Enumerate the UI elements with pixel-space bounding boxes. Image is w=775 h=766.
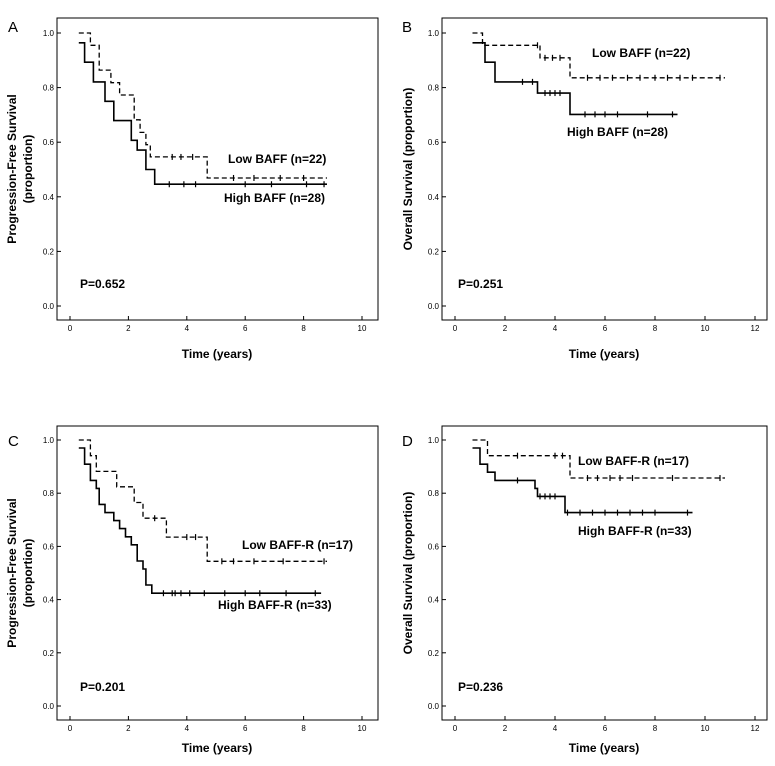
x-tick-label: 4: [553, 724, 558, 733]
series-label-high: High BAFF (n=28): [224, 191, 325, 205]
y-tick-label: 0.2: [43, 649, 55, 658]
x-tick-label: 8: [301, 724, 306, 733]
y-tick-label: 0.0: [43, 702, 55, 711]
series-line-high: [78, 447, 322, 594]
series-label-high: High BAFF-R (n=33): [578, 524, 692, 538]
x-tick-label: 6: [603, 724, 608, 733]
x-tick-label: 2: [126, 724, 131, 733]
series-label-low: Low BAFF (n=22): [228, 152, 326, 166]
y-tick-label: 1.0: [428, 436, 440, 445]
series-line-high: [78, 42, 327, 185]
y-tick-label: 0.2: [428, 649, 440, 658]
y-axis-title: (proportion): [21, 539, 35, 608]
panel-d: D 0.0 0.2 0.4 0.6 0.8 1.0 0 2 4 6 8 10 12 Overall Surv…: [401, 425, 768, 755]
p-value: P=0.201: [80, 680, 125, 694]
x-tick-label: 10: [358, 724, 367, 733]
x-tick-label: 4: [185, 324, 190, 333]
p-value: P=0.236: [458, 680, 503, 694]
p-value: P=0.652: [80, 277, 125, 291]
x-axis-title: Time (years): [182, 347, 252, 361]
plot-frame: [441, 425, 768, 721]
panel-letter-a: A: [8, 19, 18, 36]
x-tick-label: 0: [453, 324, 458, 333]
y-tick-label: 0.4: [428, 596, 440, 605]
x-tick-label: 6: [603, 324, 608, 333]
y-tick-label: 0.0: [428, 302, 440, 311]
series-label-low: Low BAFF-R (n=17): [242, 538, 353, 552]
series-label-high: High BAFF (n=28): [567, 125, 668, 139]
panel-letter-b: B: [402, 19, 412, 36]
x-tick-label: 6: [243, 324, 248, 333]
x-tick-label: 10: [701, 324, 710, 333]
y-axis-title: Progression-Free Survival: [5, 498, 19, 647]
series-line-high: [472, 447, 693, 514]
y-tick-label: 0.8: [43, 489, 55, 498]
x-tick-label: 6: [243, 724, 248, 733]
x-tick-label: 4: [553, 324, 558, 333]
x-tick-label: 0: [68, 324, 73, 333]
y-tick-label: 0.8: [428, 489, 440, 498]
x-tick-label: 10: [358, 324, 367, 333]
y-axis-title: Overall Survival (proportion): [401, 492, 415, 655]
x-tick-label: 8: [301, 324, 306, 333]
y-tick-label: 0.4: [43, 596, 55, 605]
y-tick-label: 0.4: [43, 193, 55, 202]
panel-letter-d: D: [402, 433, 413, 450]
x-tick-label: 2: [503, 724, 508, 733]
plot-frame: [56, 17, 379, 321]
panel-a: A 0.0 0.2 0.4 0.6 0.8 1.0 0 2 4 6 8 10 Progression-Fr…: [5, 17, 379, 361]
y-axis-title: Progression-Free Survival: [5, 94, 19, 243]
y-axis-title: (proportion): [21, 135, 35, 204]
y-tick-label: 0.8: [43, 84, 55, 93]
x-axis-title: Time (years): [182, 741, 252, 755]
series-line-low: [472, 32, 725, 79]
x-tick-label: 0: [453, 724, 458, 733]
y-tick-label: 1.0: [428, 29, 440, 38]
x-tick-label: 4: [185, 724, 190, 733]
x-tick-label: 8: [653, 324, 658, 333]
plot-frame: [56, 425, 379, 721]
panel-c: C 0.0 0.2 0.4 0.6 0.8 1.0 0 2 4 6 8 10 Progression-Fr…: [5, 425, 379, 755]
x-axis-title: Time (years): [569, 741, 639, 755]
series-line-low: [78, 32, 327, 179]
y-tick-label: 1.0: [43, 29, 55, 38]
x-tick-label: 12: [751, 724, 760, 733]
y-tick-label: 0.2: [428, 247, 440, 256]
x-tick-label: 0: [68, 724, 73, 733]
panel-b: B 0.0 0.2 0.4 0.6 0.8 1.0 0 2 4 6 8 10 12 Overall Surv…: [401, 17, 768, 361]
y-tick-label: 0.8: [428, 84, 440, 93]
plot-frame: [441, 17, 768, 321]
x-tick-label: 10: [701, 724, 710, 733]
y-tick-label: 0.0: [428, 702, 440, 711]
y-tick-label: 0.6: [43, 542, 55, 551]
series-line-low: [472, 439, 725, 479]
y-tick-label: 0.6: [43, 138, 55, 147]
series-line-high: [472, 42, 678, 116]
y-tick-label: 0.2: [43, 247, 55, 256]
series-label-low: Low BAFF (n=22): [592, 46, 690, 60]
x-tick-label: 2: [126, 324, 131, 333]
y-tick-label: 0.6: [428, 542, 440, 551]
series-label-high: High BAFF-R (n=33): [218, 598, 332, 612]
y-tick-label: 0.6: [428, 138, 440, 147]
x-tick-label: 2: [503, 324, 508, 333]
panel-letter-c: C: [8, 433, 19, 450]
y-tick-label: 0.4: [428, 193, 440, 202]
x-tick-label: 12: [751, 324, 760, 333]
series-label-low: Low BAFF-R (n=17): [578, 454, 689, 468]
x-tick-label: 8: [653, 724, 658, 733]
y-axis-title: Overall Survival (proportion): [401, 88, 415, 251]
y-tick-label: 1.0: [43, 436, 55, 445]
y-tick-label: 0.0: [43, 302, 55, 311]
p-value: P=0.251: [458, 277, 503, 291]
x-axis-title: Time (years): [569, 347, 639, 361]
